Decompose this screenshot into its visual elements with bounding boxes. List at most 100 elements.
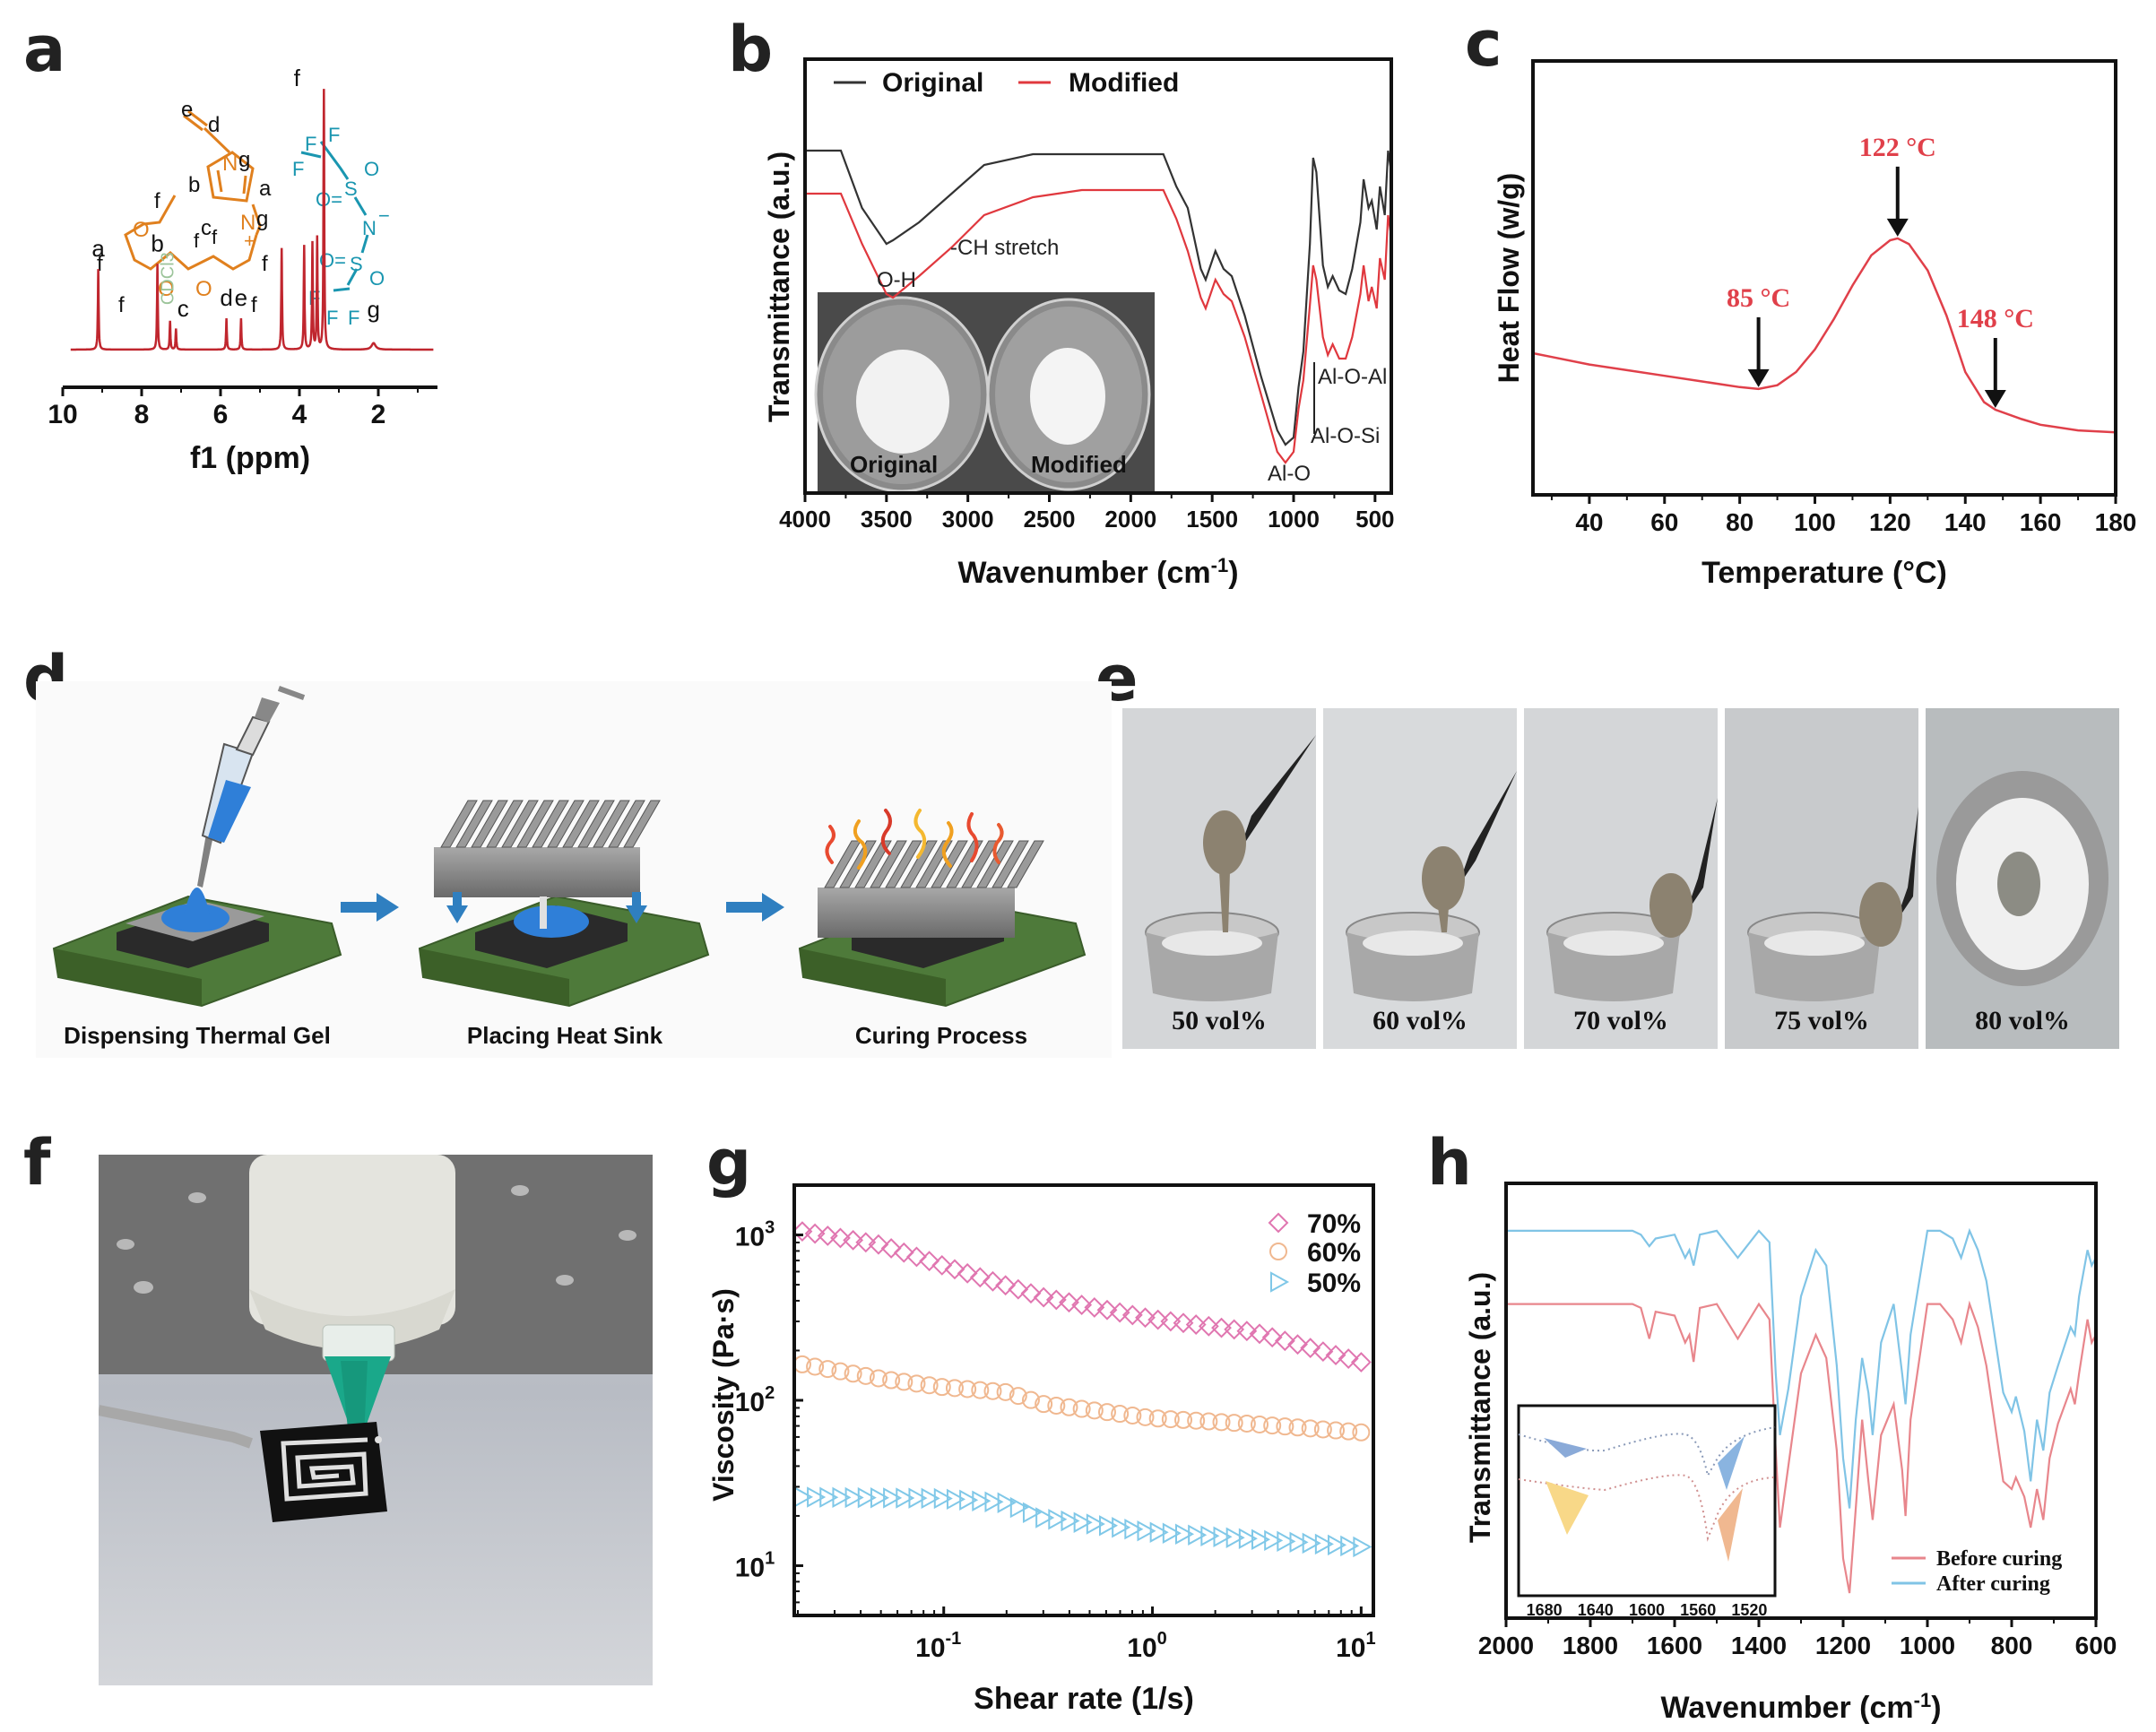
svg-text:S: S [344, 178, 358, 200]
svg-text:O: O [133, 218, 150, 242]
peak-label: b [151, 229, 163, 256]
legend-label-original: Original [882, 68, 983, 98]
data-point [1200, 1525, 1220, 1546]
svg-text:a: a [259, 177, 272, 201]
heat-sink-fin [486, 800, 524, 848]
data-point [971, 1381, 990, 1399]
svg-text:c: c [201, 216, 212, 240]
data-point [1237, 1414, 1256, 1433]
data-point [1084, 1297, 1105, 1318]
data-point [1060, 1398, 1078, 1416]
x-axis-title: Wavenumber (cm-1) [1660, 1689, 1941, 1725]
svg-text:f: f [118, 293, 125, 317]
data-point [1300, 1338, 1321, 1359]
data-point [1048, 1509, 1068, 1530]
data-point [1020, 1283, 1042, 1304]
data-point [831, 1362, 850, 1381]
data-point [882, 1371, 901, 1390]
data-point [1251, 1528, 1271, 1551]
fill-ratio-photo: 75 vol% [1725, 708, 1918, 1049]
heat-sink-fin [593, 800, 630, 848]
legend-label: 50% [1307, 1269, 1361, 1298]
peak-label: f [294, 65, 301, 91]
fill-ratio-label: 60 vol% [1372, 1006, 1468, 1035]
data-point [844, 1364, 862, 1383]
data-point [1022, 1502, 1043, 1524]
x-tick-label: 8 [134, 400, 150, 429]
data-point [972, 1490, 991, 1511]
data-point [1112, 1517, 1131, 1538]
data-point [807, 1486, 827, 1508]
step-heatsink-illustration [418, 800, 710, 1008]
data-point [933, 1487, 953, 1510]
data-point [1238, 1528, 1258, 1549]
data-point [818, 1360, 837, 1379]
x-tick-label: 2500 [1024, 506, 1076, 533]
proton-label-e: e [181, 98, 193, 122]
data-point [1353, 1536, 1372, 1558]
data-point [1213, 1526, 1233, 1547]
x-tick-label: 500 [1355, 506, 1394, 533]
data-point [855, 1232, 877, 1253]
ftir-line-modified [805, 188, 1393, 464]
data-point [1096, 1299, 1118, 1321]
x-tick-label: 80 [1726, 508, 1753, 536]
legend-label: 70% [1307, 1209, 1361, 1239]
x-tick-label: 4 [292, 400, 307, 429]
heat-sink-fin [562, 800, 600, 848]
ftir-chart-b: Original Modified 4000 3500 3000 2500 2000 15… [763, 57, 1395, 590]
data-point [1047, 1396, 1066, 1415]
data-point [1173, 1312, 1194, 1334]
x-tick-label: 100 [1794, 508, 1836, 536]
panel-label-a: a [23, 13, 66, 86]
data-point [817, 1225, 838, 1246]
data-point [1211, 1317, 1232, 1338]
data-point [1188, 1524, 1208, 1546]
data-point [1162, 1522, 1182, 1544]
data-point [1314, 1533, 1334, 1555]
fill-ratio-photo: 50 vol% [1122, 708, 1316, 1049]
step-label-dispensing: Dispensing Thermal Gel [64, 1022, 331, 1049]
data-point [1173, 1410, 1192, 1429]
x-tick-label: 2 [371, 400, 386, 429]
ftir-line-original [805, 149, 1393, 446]
data-point [1263, 1416, 1282, 1435]
panel-label-f: f [23, 1126, 51, 1199]
data-point [907, 1374, 926, 1393]
data-point [1149, 1521, 1169, 1543]
svg-text:−: − [378, 204, 390, 227]
svg-text:F: F [326, 307, 338, 329]
data-point [1111, 1405, 1130, 1424]
data-point [819, 1486, 839, 1508]
ftir-line-after-curing [1506, 1227, 2097, 1509]
x-axis-title: Shear rate (1/s) [974, 1682, 1194, 1716]
inset-peak-fill [1544, 1438, 1587, 1458]
inset-peak-fill [1718, 1488, 1743, 1562]
data-point [1287, 1334, 1308, 1355]
data-point [1121, 1304, 1143, 1326]
svg-text:f: f [154, 189, 160, 213]
data-point [1328, 1534, 1347, 1556]
data-point [1098, 1515, 1119, 1537]
svg-text:g: g [238, 148, 250, 172]
fill-ratio-label: 50 vol% [1172, 1006, 1267, 1035]
x-tick-label: 60 [1650, 508, 1678, 536]
heat-sink-fin [623, 800, 661, 848]
ftir-line-before-curing [1506, 1300, 2097, 1594]
data-point [1325, 1345, 1346, 1365]
temperature-annotation: 85 °C [1727, 283, 1790, 313]
temperature-annotation: 148 °C [1957, 304, 2034, 333]
data-point [1174, 1523, 1195, 1545]
x-tick-label: 600 [2075, 1632, 2117, 1659]
data-point [1276, 1417, 1294, 1436]
heat-sink-fin [608, 800, 645, 848]
data-point [1312, 1341, 1334, 1363]
x-tick-label: 1000 [1900, 1632, 1955, 1659]
x-tick-label: 140 [1944, 508, 1987, 536]
data-point [832, 1486, 852, 1509]
data-point [945, 1379, 964, 1398]
x-tick-label: 800 [1991, 1632, 2033, 1659]
data-point [1251, 1415, 1269, 1433]
heat-sink-fin [1007, 840, 1044, 888]
peak-label-cdcl3: CDCl3 [159, 252, 178, 305]
